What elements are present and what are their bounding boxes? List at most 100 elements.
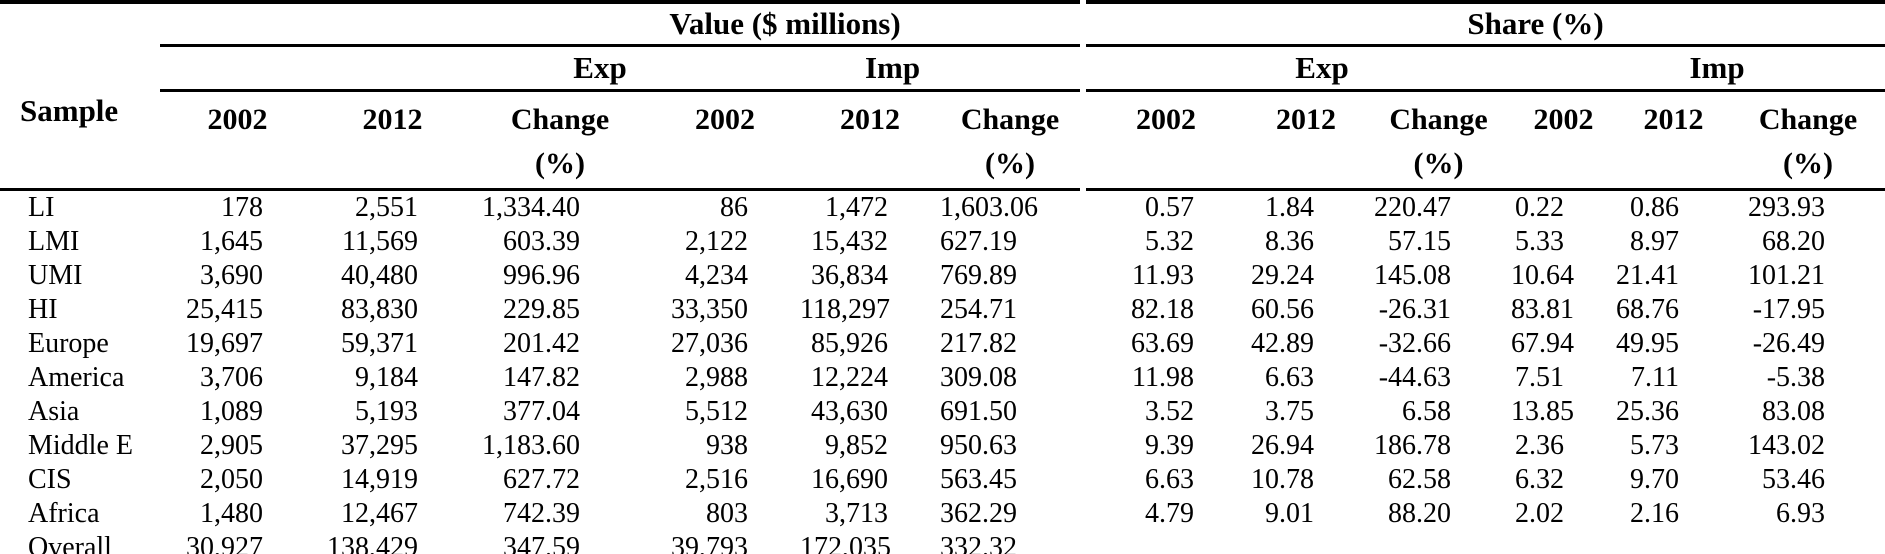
data-cell: 5.32 (1145, 226, 1195, 257)
data-cell: 118,297 (800, 294, 890, 325)
data-cell: 42.89 (1251, 328, 1315, 359)
data-cell: 11.98 (1132, 362, 1195, 393)
data-cell: 1,480 (200, 498, 263, 529)
col-header-value-exp-2002: 2002 (160, 90, 315, 191)
table-row: 5.32 8.36 57.15 5.33 8.97 68.20 (1086, 225, 1885, 259)
data-cell: 4,234 (685, 260, 748, 291)
data-cell: 138,429 (327, 532, 418, 554)
data-cell: 3,690 (200, 260, 263, 291)
col-header-value-imp-change: Change (%) (940, 90, 1081, 191)
data-cell: 2.02 (1515, 498, 1565, 529)
row-label-cell: LMI (28, 226, 80, 257)
group-header-row: Share (%) (1086, 2, 1885, 47)
table-row (1086, 531, 1885, 554)
data-cell: 2,988 (685, 362, 748, 393)
data-cell: 68.20 (1762, 226, 1826, 257)
col-header-value-imp-2002: 2002 (650, 90, 800, 191)
col-header-value-imp-2012: 2012 (800, 90, 940, 191)
table-row: Africa 1,480 12,467 742.39 803 3,713 362… (0, 497, 1080, 531)
data-cell: 83.81 (1511, 294, 1575, 325)
data-cell: 1.84 (1265, 192, 1315, 223)
row-label-cell: Asia (28, 396, 80, 427)
data-cell: 6.63 (1145, 464, 1195, 495)
data-cell: -26.31 (1378, 294, 1452, 325)
data-cell: 332.32 (940, 532, 1017, 554)
data-cell: 3.52 (1145, 396, 1195, 427)
row-label-cell: LI (28, 192, 55, 223)
data-cell: 39,793 (671, 532, 748, 554)
data-cell: 2,516 (685, 464, 748, 495)
data-cell: 377.04 (503, 396, 580, 427)
row-label-cell: Overall (28, 532, 112, 554)
year-header-row: 2002 2012 Change (%) 2002 2012 Change (%) (0, 90, 1081, 191)
col-header-share-exp-2002: 2002 (1086, 90, 1247, 191)
data-cell: 1,334.40 (482, 192, 580, 223)
data-cell: 0.57 (1145, 192, 1195, 223)
data-cell: 9.01 (1265, 498, 1315, 529)
table-row: 11.98 6.63 -44.63 7.51 7.11 -5.38 (1086, 361, 1885, 395)
data-cell: 10.64 (1511, 260, 1575, 291)
share-table: Share (%) Exp Imp 2002 2012 Change (%) 20… (1086, 0, 1885, 554)
data-cell: 11,569 (342, 226, 418, 257)
data-cell: 60.56 (1251, 294, 1315, 325)
data-cell: 36,834 (811, 260, 888, 291)
data-cell: 5.73 (1630, 430, 1680, 461)
data-cell: 769.89 (940, 260, 1017, 291)
data-cell: 1,472 (825, 192, 888, 223)
data-cell: 6.63 (1265, 362, 1315, 393)
col-header-share-exp-change: Change (%) (1366, 90, 1512, 191)
change-label-line2: (%) (1413, 147, 1464, 180)
data-cell: 254.71 (940, 294, 1017, 325)
data-cell: 27,036 (671, 328, 748, 359)
data-cell: 9,184 (355, 362, 418, 393)
table-row: HI 25,415 83,830 229.85 33,350 118,297 2… (0, 293, 1080, 327)
subheader-value-imp: Imp (650, 45, 1081, 92)
data-cell: 0.86 (1630, 192, 1680, 223)
data-cell: 347.59 (503, 532, 580, 554)
data-cell: 14,919 (341, 464, 418, 495)
subheader-value-exp: Exp (160, 45, 650, 92)
data-cell: 63.69 (1131, 328, 1195, 359)
data-cell: -5.38 (1766, 362, 1826, 393)
table-row: UMI 3,690 40,480 996.96 4,234 36,834 769… (0, 259, 1080, 293)
data-cell: 2.36 (1515, 430, 1565, 461)
data-cell: 67.94 (1511, 328, 1575, 359)
data-cell (1731, 531, 1885, 554)
data-cell: 43,630 (811, 396, 888, 427)
data-cell: 86 (720, 192, 748, 223)
data-cell: 217.82 (940, 328, 1017, 359)
data-cell: 5,512 (685, 396, 748, 427)
col-header-value-exp-2012: 2012 (315, 90, 470, 191)
corner-label-sample: Sample (0, 2, 160, 191)
data-cell: 220.47 (1374, 192, 1452, 223)
data-cell: 938 (706, 430, 748, 461)
col-header-share-exp-2012: 2012 (1246, 90, 1367, 191)
data-cell: 147.82 (503, 362, 580, 393)
data-cell: 178 (221, 192, 263, 223)
change-label-line2: (%) (1783, 147, 1833, 180)
table-row: America 3,706 9,184 147.82 2,988 12,224 … (0, 361, 1080, 395)
table-row: 63.69 42.89 -32.66 67.94 49.95 -26.49 (1086, 327, 1885, 361)
data-cell: 0.22 (1515, 192, 1565, 223)
data-cell: 29.24 (1251, 260, 1315, 291)
data-cell: 996.96 (503, 260, 580, 291)
data-cell: 691.50 (940, 396, 1017, 427)
data-cell: 145.08 (1374, 260, 1452, 291)
data-cell: 1,183.60 (482, 430, 580, 461)
data-cell: 25.36 (1616, 396, 1680, 427)
data-cell: 1,645 (200, 226, 263, 257)
table-row: 6.63 10.78 62.58 6.32 9.70 53.46 (1086, 463, 1885, 497)
table-row: LMI 1,645 11,569 603.39 2,122 15,432 627… (0, 225, 1080, 259)
data-cell: 13.85 (1511, 396, 1575, 427)
table-row: 82.18 60.56 -26.31 83.81 68.76 -17.95 (1086, 293, 1885, 327)
row-label-cell: Middle E (28, 430, 133, 461)
data-cell (1366, 531, 1511, 554)
data-cell: 40,480 (341, 260, 418, 291)
col-header-share-imp-2002: 2002 (1511, 90, 1617, 191)
data-cell: -32.66 (1378, 328, 1452, 359)
change-label-line1: Change (960, 103, 1060, 136)
data-cell: 9,852 (825, 430, 888, 461)
data-cell: 2,905 (200, 430, 263, 461)
data-cell: 101.21 (1748, 260, 1826, 291)
data-cell (1086, 531, 1246, 554)
